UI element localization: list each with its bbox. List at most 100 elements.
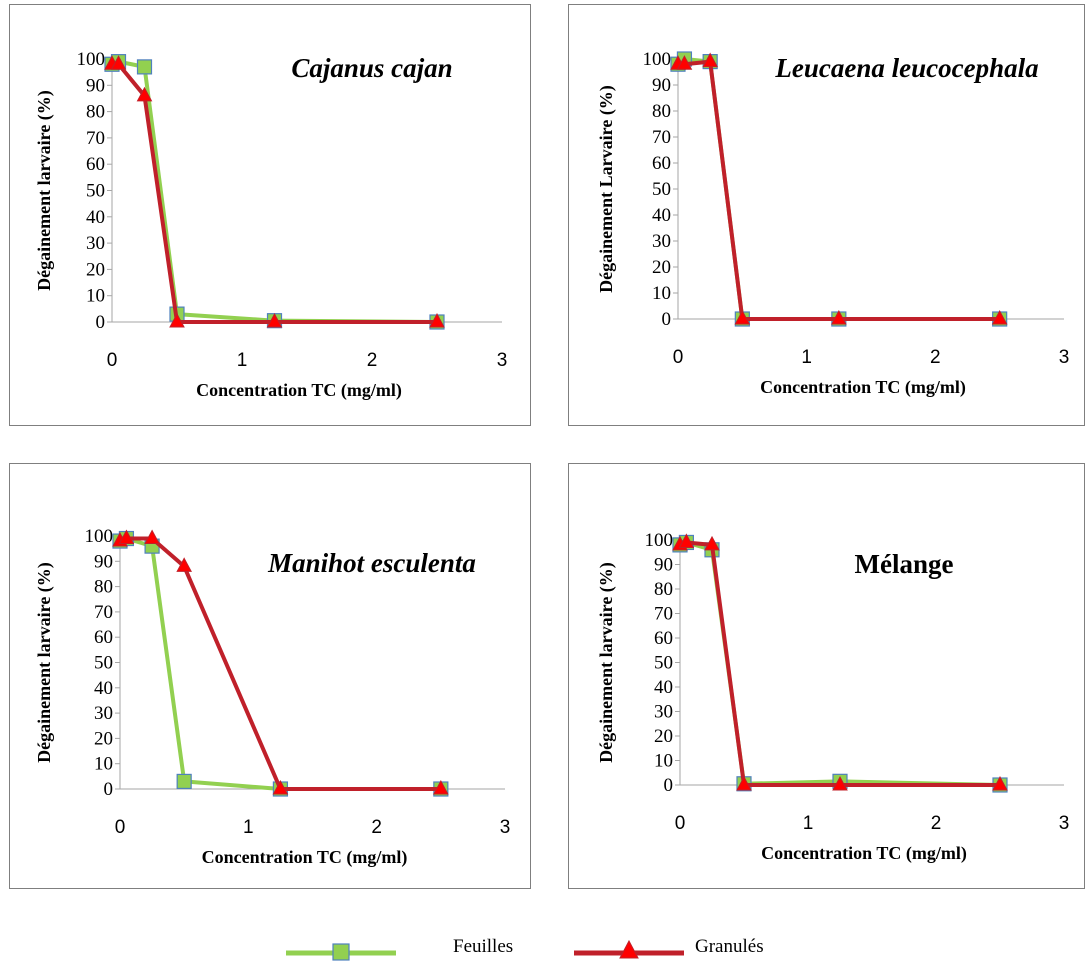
- chart-title: Cajanus cajan: [291, 53, 452, 83]
- y-tick-label: 90: [94, 551, 113, 572]
- data-point-granules: [169, 312, 185, 328]
- y-tick-label: 50: [654, 653, 673, 674]
- data-point-granules: [144, 529, 160, 545]
- data-point-granules: [736, 775, 752, 791]
- data-point-granules: [734, 309, 751, 325]
- y-tick-label: 80: [94, 577, 113, 598]
- data-point-granules: [830, 309, 847, 325]
- y-tick-label: 50: [86, 181, 105, 202]
- data-point-granules: [832, 775, 848, 791]
- y-tick-label: 40: [86, 207, 105, 228]
- y-tick-label: 10: [654, 751, 673, 772]
- y-tick-label: 0: [104, 779, 114, 800]
- y-tick-label: 40: [652, 205, 671, 226]
- y-tick-label: 100: [643, 49, 672, 70]
- y-axis-label: Dégainement Larvaire (%): [596, 85, 617, 293]
- x-tick-label: 1: [803, 813, 814, 834]
- y-tick-label: 100: [645, 530, 674, 551]
- x-tick-label: 2: [367, 350, 378, 371]
- y-tick-label: 50: [94, 653, 113, 674]
- legend-label-granules: Granulés: [695, 936, 764, 957]
- y-tick-label: 80: [652, 101, 671, 122]
- y-tick-label: 70: [654, 604, 673, 625]
- y-tick-label: 50: [652, 179, 671, 200]
- chart-svg: 0 10 20 30 40 50 60 70 80 90 100 0 1 2 3 Concentration …: [596, 530, 1070, 864]
- x-tick-label: 3: [1059, 813, 1070, 834]
- y-tick-label: 70: [86, 128, 105, 149]
- chart-svg: 0 10 20 30 40 50 60 70 80 90 100 0 1 2 3 Concentration …: [34, 526, 511, 868]
- data-point-granules: [432, 779, 449, 795]
- x-tick-label: 0: [115, 817, 126, 838]
- x-tick-label: 1: [243, 817, 254, 838]
- y-tick-label: 70: [652, 127, 671, 148]
- y-tick-label: 100: [85, 526, 114, 547]
- y-tick-label: 0: [664, 775, 674, 796]
- y-tick-label: 60: [86, 154, 105, 175]
- y-tick-label: 90: [654, 555, 673, 576]
- data-point-granules: [991, 309, 1008, 325]
- data-point-granules: [429, 312, 445, 328]
- series-line-feuilles: [111, 59, 438, 324]
- y-tick-label: 30: [652, 231, 671, 252]
- y-tick-label: 10: [652, 283, 671, 304]
- y-tick-label: 40: [94, 678, 113, 699]
- data-point-feuilles: [176, 773, 192, 790]
- data-point-granules: [266, 312, 283, 328]
- x-tick-label: 1: [237, 350, 248, 371]
- data-point-granules: [110, 55, 127, 70]
- y-tick-label: 80: [86, 102, 105, 123]
- data-point-granules: [992, 775, 1008, 791]
- y-tick-label: 40: [654, 677, 673, 698]
- y-tick-label: 0: [96, 312, 106, 333]
- y-axis-label: Dégainement larvaire (%): [34, 562, 55, 763]
- y-tick-label: 20: [652, 257, 671, 278]
- chart-panel-cajanus: 0 10 20 30 40 50 60 70 80 90 100 0 1 2 3 Concentration …: [9, 4, 531, 426]
- chart-title: Mélange: [855, 549, 954, 579]
- x-axis-label: Concentration TC (mg/ml): [761, 843, 967, 864]
- y-tick-label: 20: [654, 726, 673, 747]
- legend-label-feuilles: Feuilles: [453, 936, 514, 957]
- x-axis-label: Concentration TC (mg/ml): [196, 380, 402, 401]
- y-tick-label: 30: [654, 702, 673, 723]
- data-point-granules: [136, 86, 153, 102]
- data-point-granules: [678, 533, 695, 548]
- y-tick-label: 90: [86, 75, 105, 96]
- y-tick-label: 10: [94, 754, 113, 775]
- y-tick-label: 0: [662, 309, 672, 330]
- x-tick-label: 0: [107, 350, 118, 371]
- x-tick-label: 2: [930, 347, 941, 368]
- y-axis-label: Dégainement larvaire (%): [596, 562, 617, 763]
- data-point-granules: [702, 52, 719, 68]
- chart-svg: 0 10 20 30 40 50 60 70 80 90 100 0 1 2 3 Concentration …: [596, 49, 1070, 398]
- y-tick-label: 30: [86, 233, 105, 254]
- data-point-granules: [118, 529, 135, 545]
- y-tick-label: 60: [94, 627, 113, 648]
- x-tick-label: 3: [500, 817, 511, 838]
- x-tick-label: 1: [801, 347, 812, 368]
- y-tick-label: 30: [94, 703, 113, 724]
- data-point-granules: [176, 557, 193, 572]
- y-tick-label: 60: [654, 628, 673, 649]
- data-point-granules: [272, 779, 289, 795]
- y-tick-label: 70: [94, 602, 113, 623]
- x-tick-label: 3: [1059, 347, 1070, 368]
- y-axis-label: Dégainement larvaire (%): [34, 90, 55, 291]
- legend-item-feuilles: [286, 936, 396, 972]
- legend-marker-feuilles: [286, 943, 396, 961]
- data-point-granules: [704, 535, 720, 551]
- x-tick-label: 0: [673, 347, 684, 368]
- chart-title: Manihot esculenta: [267, 548, 476, 578]
- y-tick-label: 90: [652, 75, 671, 96]
- series-line-granules: [678, 59, 1000, 321]
- y-tick-label: 60: [652, 153, 671, 174]
- data-point-feuilles: [136, 59, 153, 75]
- x-tick-label: 0: [675, 813, 686, 834]
- chart-title: Leucaena leucocephala: [774, 53, 1038, 83]
- x-axis-label: Concentration TC (mg/ml): [202, 847, 408, 868]
- chart-panel-manihot: 0 10 20 30 40 50 60 70 80 90 100 0 1 2 3 Concentration …: [9, 463, 531, 889]
- data-point-granules: [676, 55, 693, 70]
- chart-svg: 0 10 20 30 40 50 60 70 80 90 100 0 1 2 3 Concentration …: [34, 49, 507, 401]
- y-tick-label: 100: [77, 49, 106, 70]
- legend: Feuilles Granulés: [0, 936, 1087, 972]
- x-tick-label: 2: [371, 817, 382, 838]
